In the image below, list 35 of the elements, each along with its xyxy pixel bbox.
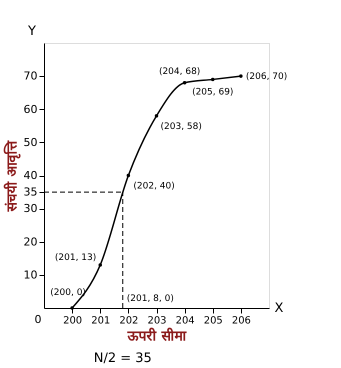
annotation: (201, 13) [54,252,96,263]
text: X [274,301,284,316]
point [126,174,130,178]
annotation: (204, 68) [158,66,200,77]
point [182,81,186,84]
x-axis-title: ऊपरी सीमा [126,328,188,344]
x-tick-label: 204 [176,316,195,326]
y-tick-label: 70 [24,70,38,83]
text: Y [27,24,36,39]
y-axis-title: संचयी आवृत्ति [4,140,22,212]
point [239,74,243,78]
y-tick-label: 50 [24,136,38,149]
x-tick-label: 202 [119,316,138,326]
annotation: (202, 40) [133,182,175,192]
x-tick-label: 205 [204,316,223,326]
x-tick-label: 200 [63,316,82,326]
point [70,306,74,310]
annotation: (206, 70) [246,72,288,82]
y-tick-label: 30 [24,202,38,216]
x-tick-label: 201 [91,316,110,326]
text: N/2 = 35 [94,351,152,366]
point [98,263,102,267]
point [211,78,214,82]
y-tick-label: 20 [24,235,38,248]
x-tick-label: 203 [147,316,167,326]
annotation: (205, 69) [192,87,234,98]
annotation: (201, 8, 0) [126,294,174,304]
y-tick-label: 35 [24,186,38,199]
y-tick-label: 10 [24,268,38,282]
y-tick-label: 60 [24,102,38,116]
y-tick-label: 40 [24,169,38,182]
x-tick-label: 206 [232,316,251,326]
annotation: (203, 58) [160,122,202,132]
point [154,114,158,118]
text: 0 [34,313,42,326]
